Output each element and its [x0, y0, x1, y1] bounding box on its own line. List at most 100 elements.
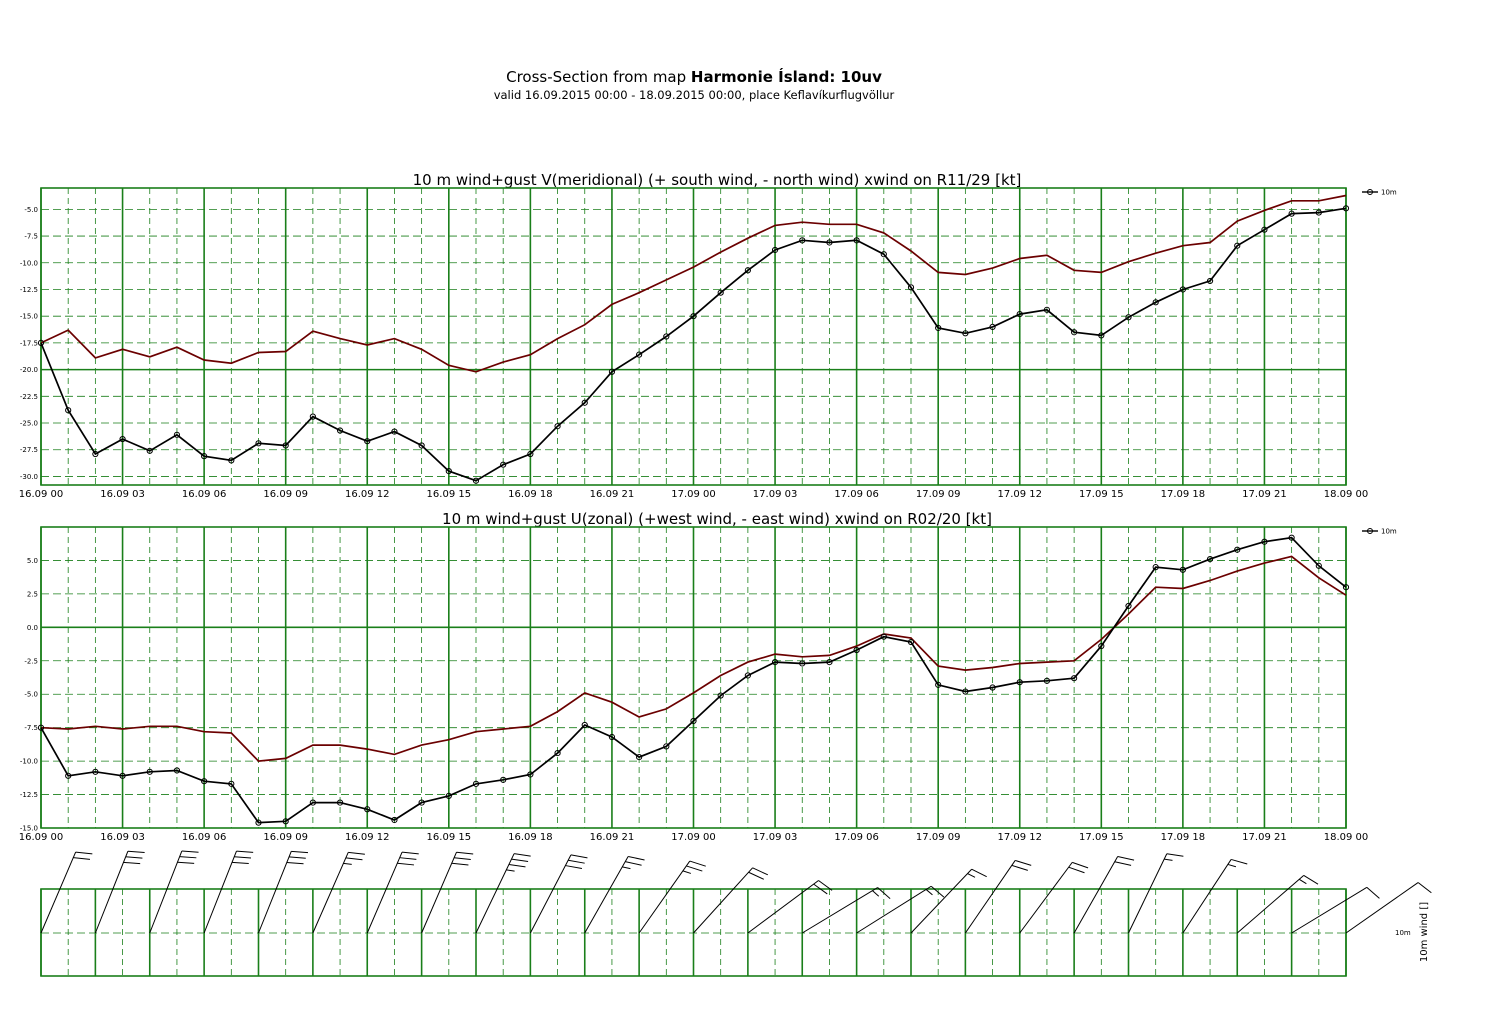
- chart-1-wind-line: [40, 207, 1347, 482]
- wind-barb-staff: [203, 850, 237, 934]
- chart-2-wind-point: [445, 792, 452, 799]
- chart-2-wind-point: [146, 768, 153, 775]
- wind-barb-feather: [813, 883, 828, 895]
- chart-2-wind-point: [690, 717, 697, 725]
- chart-1-wind-point: [500, 461, 507, 468]
- chart-1-wind-point: [65, 407, 72, 414]
- chart-2-wind-point: [418, 799, 425, 806]
- wind-barb-staff: [1182, 859, 1232, 934]
- chart-2-title: 10 m wind+gust U(zonal) (+west wind, - e…: [442, 510, 992, 528]
- chart-2-ytick-label: -2.5: [24, 657, 38, 665]
- chart-2-ytick-label: 2.5: [27, 590, 38, 598]
- chart-1-wind-point: [1342, 205, 1350, 212]
- chart-1-ytick-label: -27.5: [20, 446, 38, 454]
- chart-2-ytick-label: -15.0: [20, 825, 38, 833]
- chart-2-wind-point: [201, 778, 208, 785]
- chart-1-wind-point: [962, 330, 969, 337]
- chart-1-xtick-label: 17.09 15: [1079, 489, 1124, 500]
- chart-2-wind-point: [799, 660, 806, 667]
- chart-2-wind-point: [92, 768, 99, 775]
- chart-2-ytick-label: 0.0: [27, 624, 38, 632]
- wind-barb-half-feather: [622, 866, 631, 870]
- chart-2-ytick-label: -12.5: [20, 791, 38, 799]
- chart-2-wind-point: [173, 767, 181, 774]
- chart-2-wind-point: [907, 638, 915, 646]
- wind-barb-half-feather: [925, 889, 933, 896]
- chart-2-xtick-label: 16.09 03: [100, 832, 145, 843]
- wind-barb-feather: [628, 855, 645, 861]
- page-title: Cross-Section from map Harmonie Ísland: …: [0, 68, 1388, 86]
- wind-barb-staff: [1345, 882, 1419, 934]
- chart-2-xtick-label: 16.09 00: [19, 832, 64, 843]
- chart-1-wind-point: [690, 313, 697, 320]
- chart-2-xtick-label: 17.09 09: [916, 832, 961, 843]
- wind-barb-feather: [752, 867, 769, 876]
- wind-barb-feather: [234, 856, 252, 859]
- chart-1-wind-point: [1261, 226, 1268, 233]
- wind-barb-staff: [94, 851, 129, 934]
- chart-1-wind-point: [636, 351, 643, 358]
- wind-barb-feather: [123, 861, 141, 865]
- chart-2-wind-point: [608, 733, 616, 741]
- chart-1-wind-point: [799, 237, 806, 244]
- page-subtitle: valid 16.09.2015 00:00 - 18.09.2015 00:0…: [493, 88, 895, 102]
- chart-1-wind-point: [527, 450, 534, 458]
- chart-2-wind-point: [1152, 564, 1159, 571]
- chart-1-plot: -5.0 -7.5 -10.0 -12.5 -15.0 -17.5 -20.0 -22.5 -2…: [19, 187, 1397, 500]
- chart-1-wind-point: [37, 339, 45, 347]
- chart-1-wind-point: [1315, 209, 1322, 216]
- chart-2-wind-point: [1315, 562, 1322, 569]
- wind-barb-feather: [125, 856, 143, 859]
- chart-1-xtick-label: 16.09 15: [427, 489, 472, 500]
- wind-barb-half-feather: [1227, 863, 1237, 868]
- chart-2-wind-point: [1016, 679, 1023, 686]
- chart-1-wind-point: [391, 428, 398, 435]
- wind-barb-feather: [1166, 853, 1184, 857]
- chart-1-ytick-label: -5.0: [24, 206, 38, 214]
- chart-1-wind-point: [1179, 286, 1186, 293]
- chart-2-wind-point: [309, 799, 316, 806]
- chart-2-wind-point: [554, 749, 561, 757]
- wind-barb-feather: [625, 861, 642, 866]
- wind-barb-feather: [399, 857, 417, 860]
- chart-2-wind-point: [1179, 566, 1186, 573]
- chart-1-ytick-label: -12.5: [20, 286, 38, 294]
- chart-1-wind-point: [1288, 210, 1295, 217]
- wind-barb-feather: [818, 880, 833, 891]
- wind-barb-staff: [475, 853, 515, 934]
- chart-2-wind-point: [255, 819, 262, 826]
- chart-1-wind-point: [255, 440, 262, 447]
- chart-1-ytick-label: -30.0: [20, 473, 38, 481]
- chart-1-wind-point: [853, 237, 860, 244]
- wind-barb-feather: [1114, 861, 1132, 866]
- chart-2-wind-point: [962, 688, 969, 695]
- wind-barb-staff: [258, 851, 292, 934]
- wind-barb-staff: [747, 880, 819, 934]
- wind-barb-staff: [149, 850, 183, 934]
- chart-1-xtick-label: 16.09 06: [182, 489, 227, 500]
- wind-barb-feather: [291, 850, 309, 854]
- chart-1-ytick-label: -10.0: [20, 259, 38, 267]
- wind-barb-half-feather: [1298, 878, 1307, 885]
- wind-barb-feather: [1015, 859, 1032, 866]
- chart-1-ytick-label: -15.0: [20, 313, 38, 321]
- chart-1-wind-point: [309, 413, 316, 420]
- chart-2-wind-point: [282, 818, 289, 825]
- wind-barb-feather: [971, 868, 987, 878]
- chart-1-wind-point: [146, 447, 153, 454]
- chart-2-ytick-label: -5.0: [24, 691, 38, 699]
- chart-2-wind-point: [1125, 602, 1132, 610]
- wind-barb-half-feather: [967, 873, 976, 878]
- chart-1-wind-point: [336, 427, 344, 434]
- chart-1-ytick-label: -25.0: [20, 420, 38, 428]
- wind-barb-feather: [397, 862, 415, 866]
- chart-2-wind-point: [37, 724, 45, 731]
- chart-1-wind-point: [1206, 277, 1214, 285]
- chart-2-wind-point: [472, 780, 480, 787]
- wind-barb-feather: [236, 850, 254, 853]
- chart-1-wind-point: [1234, 242, 1241, 249]
- chart-2-wind-point: [228, 780, 235, 787]
- chart-1-xtick-label: 17.09 00: [671, 489, 716, 500]
- chart-1-wind-point: [1016, 310, 1023, 318]
